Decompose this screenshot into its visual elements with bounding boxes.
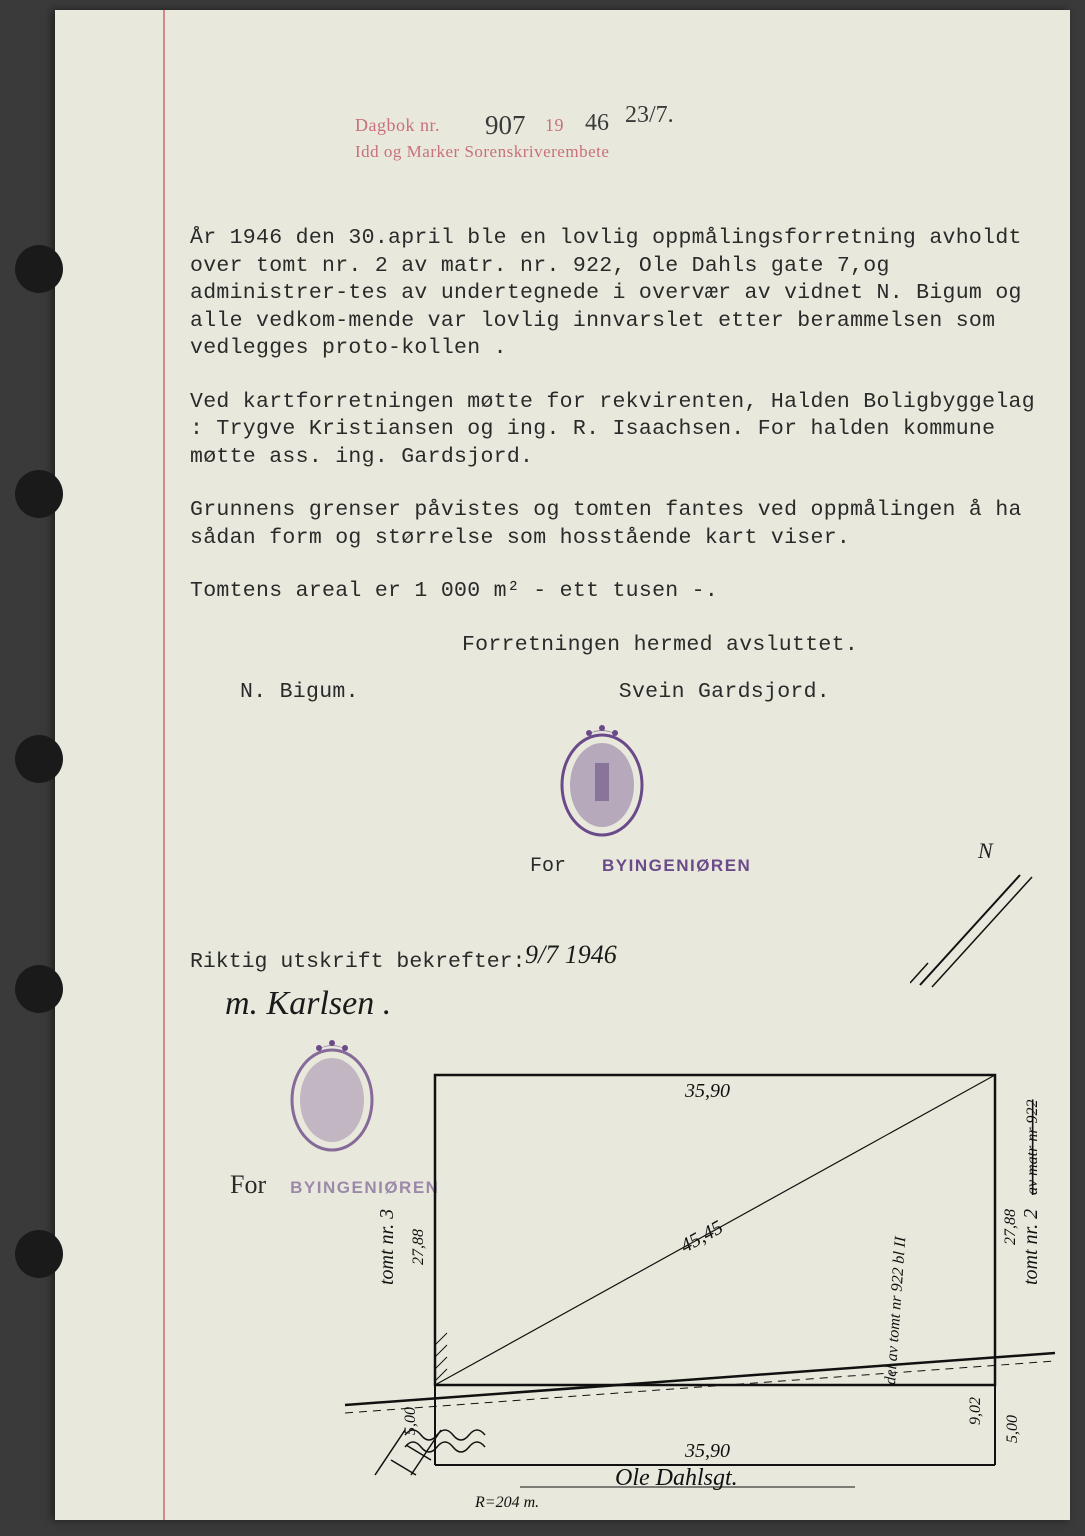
- dim-left-small: 5,00: [402, 1407, 419, 1435]
- punch-hole-icon: [15, 1230, 63, 1278]
- punch-hole-icon: [15, 245, 63, 293]
- confirm-name-signature: m. Karlsen .: [225, 985, 391, 1023]
- for-prefix-1: For: [530, 855, 566, 878]
- dim-top: 35,90: [684, 1080, 730, 1102]
- label-radius: R=204 m.: [474, 1494, 539, 1511]
- paragraph-3: Grunnens grenser påvistes og tomten fant…: [190, 497, 1040, 552]
- punch-hole-icon: [15, 470, 63, 518]
- signatory-right: Svein Gardsjord.: [619, 679, 830, 707]
- for-prefix-2: For: [230, 1170, 266, 1199]
- margin-rule: [163, 10, 165, 1520]
- dim-right-small: 5,00: [1004, 1415, 1021, 1443]
- confirm-text: Riktig utskrift bekrefter:: [190, 950, 525, 974]
- label-tomt-left: tomt nr. 3: [376, 1209, 398, 1285]
- byingenioren-stamp-1: BYINGENIØREN: [602, 856, 751, 875]
- paragraph-1: År 1946 den 30.april ble en lovlig oppmå…: [190, 225, 1040, 363]
- label-matr-strike: av matr nr 922: [1024, 1099, 1041, 1195]
- north-label: N: [978, 838, 993, 864]
- paragraph-4: Tomtens areal er 1 000 m² - ett tusen -.: [190, 578, 1040, 606]
- punch-hole-icon: [15, 965, 63, 1013]
- closing-line: Forretningen hermed avsluttet.: [310, 632, 1010, 660]
- dim-diagonal: 45,45: [677, 1216, 727, 1257]
- dim-left: 27,88: [410, 1229, 427, 1265]
- punch-hole-icon: [15, 735, 63, 783]
- stamp-year-prefix: 19: [545, 115, 564, 135]
- paragraph-2: Ved kartforretningen møtte for rekvirent…: [190, 389, 1040, 472]
- header-stamp: Dagbok nr. 19 Idd og Marker Sorenskriver…: [355, 115, 609, 162]
- signatory-left: N. Bigum.: [240, 679, 359, 707]
- survey-diagram: 35,90 35,90 45,45 27,88 27,88 5,00 5,00 …: [385, 1065, 1065, 1515]
- official-seal-1: [555, 715, 650, 840]
- label-tomt-right: tomt nr. 2: [1020, 1209, 1042, 1285]
- stamp-prefix: Dagbok nr.: [355, 115, 440, 135]
- dim-right: 27,88: [1002, 1209, 1019, 1245]
- document-body: År 1946 den 30.april ble en lovlig oppmå…: [190, 225, 1040, 707]
- official-seal-2: [285, 1030, 380, 1155]
- handwritten-number: 907: [485, 110, 526, 141]
- stamp-line-2: Idd og Marker Sorenskriverembete: [355, 142, 609, 162]
- dim-bottom: 35,90: [684, 1440, 730, 1462]
- document-page: Dagbok nr. 19 Idd og Marker Sorenskriver…: [55, 10, 1070, 1520]
- dim-right-small2: 9,02: [967, 1397, 984, 1425]
- handwritten-date: 23/7.: [625, 102, 674, 129]
- confirm-date-signature: 9/7 1946: [525, 940, 617, 970]
- signature-line: N. Bigum. Svein Gardsjord.: [190, 679, 890, 707]
- north-arrow-icon: [910, 865, 1040, 995]
- handwritten-year: 46: [585, 110, 609, 137]
- stamp-line-1: Dagbok nr. 19: [355, 115, 609, 136]
- for-label-1: For BYINGENIØREN: [530, 855, 751, 878]
